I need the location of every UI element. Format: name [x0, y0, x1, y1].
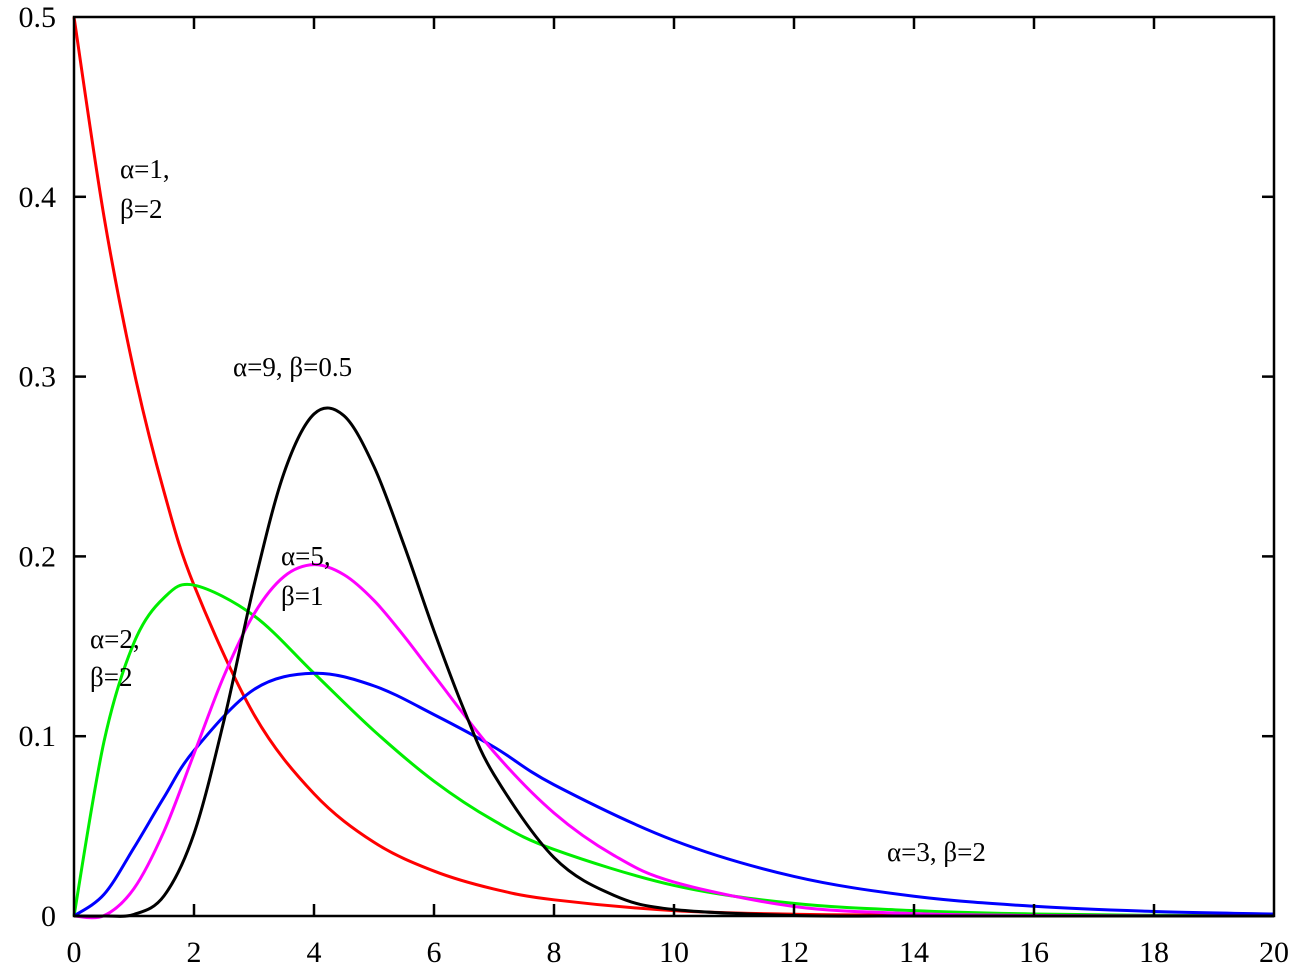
x-tick-label: 4 — [307, 936, 322, 969]
y-tick-labels: 0 0.1 0.2 0.3 0.4 0.5 — [19, 1, 57, 933]
x-tick-label: 10 — [659, 936, 689, 969]
y-tick-label: 0 — [41, 900, 56, 933]
x-tick-label: 18 — [1139, 936, 1169, 969]
label-green-line2: β=2 — [90, 662, 132, 692]
plot-frame — [72, 15, 1276, 918]
label-magenta-line1: α=5, — [281, 541, 331, 571]
curves — [72, 16, 1275, 920]
label-blue: α=3, β=2 — [887, 837, 986, 867]
ticks — [74, 17, 1274, 916]
series-line-1 — [72, 582, 1275, 918]
y-tick-label: 0.1 — [19, 720, 57, 753]
label-red-line2: β=2 — [120, 194, 162, 224]
label-black: α=9, β=0.5 — [233, 352, 352, 382]
x-tick-label: 6 — [427, 936, 442, 969]
x-tick-labels: 0 2 4 6 8 10 12 14 16 18 20 — [67, 936, 1290, 969]
x-tick-label: 2 — [187, 936, 202, 969]
x-tick-label: 8 — [547, 936, 562, 969]
x-tick-label: 16 — [1019, 936, 1049, 969]
y-tick-label: 0.3 — [19, 361, 57, 394]
label-red-line1: α=1, — [120, 154, 170, 184]
x-tick-label: 20 — [1259, 936, 1289, 969]
y-tick-label: 0.4 — [19, 181, 57, 214]
y-tick-label: 0.2 — [19, 540, 57, 573]
x-tick-label: 0 — [67, 936, 82, 969]
y-tick-label: 0.5 — [19, 1, 57, 34]
x-tick-label: 12 — [779, 936, 809, 969]
series-line-2 — [73, 671, 1275, 918]
series-line-3 — [73, 563, 1275, 920]
series-line-0 — [72, 16, 1275, 918]
label-magenta-line2: β=1 — [281, 581, 323, 611]
label-green-line1: α=2, — [90, 624, 140, 654]
x-tick-label: 14 — [899, 936, 929, 969]
